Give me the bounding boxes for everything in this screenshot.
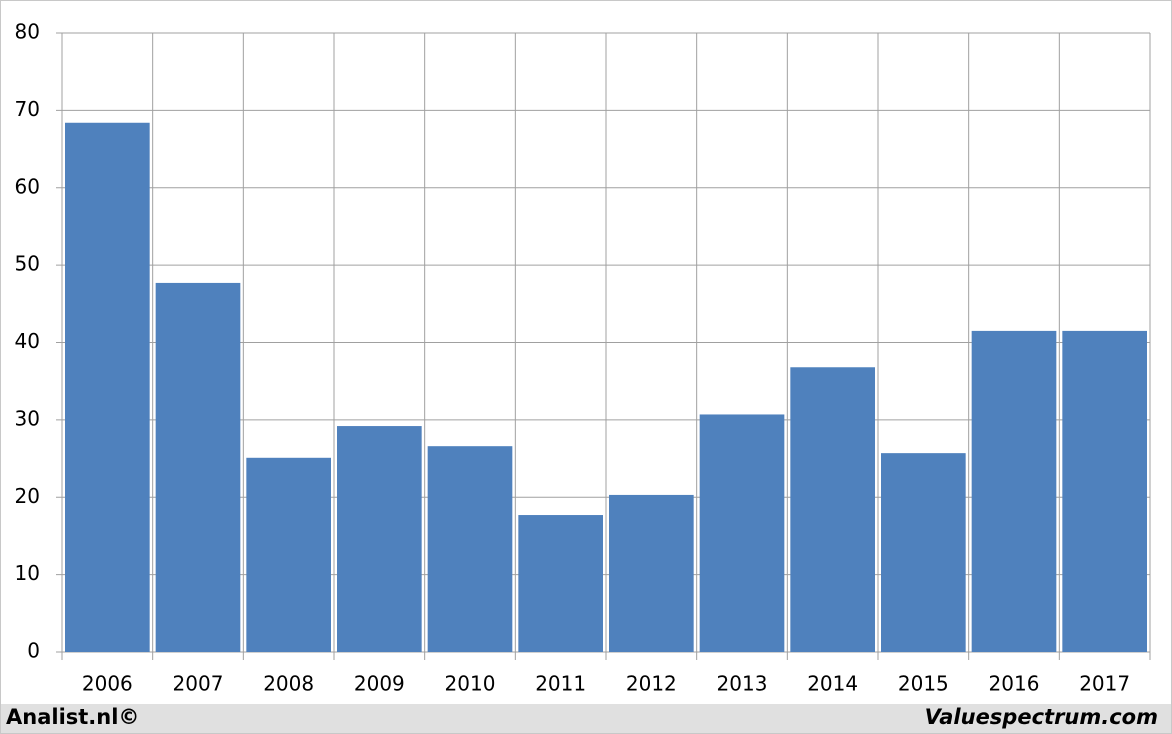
bar [337,426,422,652]
bar [790,367,875,652]
x-tick-label: 2008 [263,672,314,696]
y-tick-label: 70 [15,97,40,121]
x-tick-label: 2015 [898,672,949,696]
x-tick-label: 2014 [807,672,858,696]
y-tick-label: 80 [15,20,40,44]
y-tick-label: 0 [27,639,40,663]
y-tick-label: 40 [15,329,40,353]
bar [427,446,513,652]
bar [65,122,150,652]
x-tick-label: 2013 [717,672,768,696]
bar [699,414,785,652]
y-tick-label: 50 [15,252,40,276]
bar [246,457,331,652]
x-tick-label: 2011 [535,672,586,696]
bar [1062,330,1147,652]
bar [971,330,1057,652]
bar [155,282,241,652]
x-tick-label: 2016 [989,672,1040,696]
y-tick-label: 20 [15,484,40,508]
bar [881,453,966,652]
source-right: Valuespectrum.com [925,705,1158,729]
x-tick-label: 2010 [445,672,496,696]
x-tick-label: 2007 [173,672,224,696]
x-tick-label: 2009 [354,672,405,696]
source-left: Analist.nl© [6,705,139,729]
x-tick-label: 2006 [82,672,133,696]
bar [518,515,603,652]
x-tick-label: 2017 [1079,672,1130,696]
footer-strip [1,704,1171,733]
y-tick-label: 10 [15,561,40,585]
y-tick-label: 30 [15,406,40,430]
x-tick-label: 2012 [626,672,677,696]
y-tick-label: 60 [15,174,40,198]
bar [609,494,694,652]
